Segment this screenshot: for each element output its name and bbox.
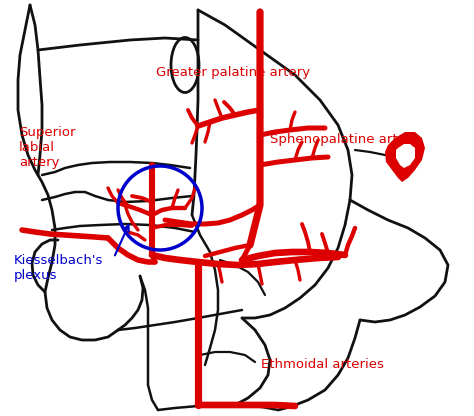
Text: Sphenopalatine artery: Sphenopalatine artery [270, 133, 419, 146]
Text: Ethmoidal arteries: Ethmoidal arteries [261, 357, 383, 371]
Polygon shape [396, 144, 415, 168]
Text: Kiesselbach's
plexus: Kiesselbach's plexus [14, 254, 104, 282]
Text: Superior
labial
artery: Superior labial artery [19, 126, 75, 169]
Text: Greater palatine artery: Greater palatine artery [156, 66, 310, 79]
Polygon shape [385, 132, 425, 182]
